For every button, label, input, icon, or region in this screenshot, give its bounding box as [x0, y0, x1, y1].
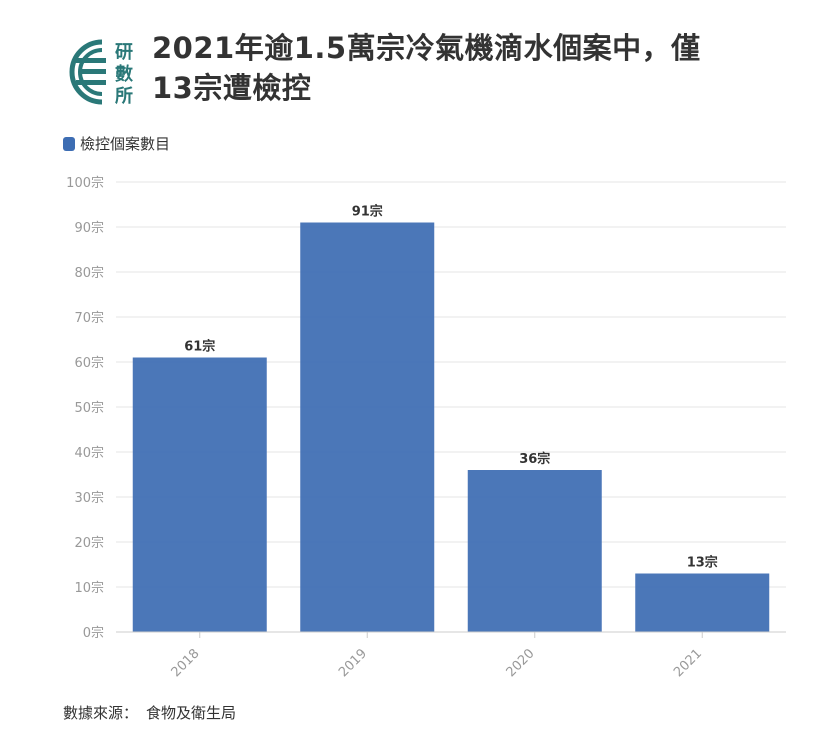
logo-mark: 研 數 所 [69, 39, 133, 107]
y-tick-label: 80宗 [74, 265, 104, 281]
legend[interactable]: 檢控個案數目 [63, 133, 170, 154]
bar [635, 573, 770, 632]
x-tick-label: 2021 [671, 646, 705, 680]
y-tick-label: 20宗 [74, 535, 104, 551]
y-tick-label: 90宗 [74, 220, 104, 236]
y-tick-label: 0宗 [83, 625, 104, 641]
logo: 研 數 所 [66, 36, 146, 108]
bar [467, 470, 602, 632]
source-label: 數據來源： [63, 704, 139, 722]
logo-char-3: 所 [115, 86, 133, 107]
x-tick-label: 2019 [336, 646, 370, 680]
title-line-2: 13宗遭檢控 [152, 71, 312, 105]
x-tick-label: 2018 [169, 646, 203, 680]
data-label: 91宗 [352, 204, 383, 220]
source-note: 數據來源： 食物及衛生局 [63, 702, 236, 723]
legend-swatch [63, 136, 75, 151]
title-line-1: 2021年逾1.5萬宗冷氣機滴水個案中，僅 [152, 31, 701, 65]
legend-label: 檢控個案數目 [80, 135, 171, 153]
logo-char-1: 研 [115, 42, 133, 63]
source-value: 食物及衛生局 [146, 704, 237, 722]
data-label: 36宗 [519, 451, 550, 467]
y-tick-label: 40宗 [74, 445, 104, 461]
y-tick-label: 100宗 [66, 175, 104, 191]
y-tick-label: 70宗 [74, 310, 104, 326]
y-tick-label: 10宗 [74, 580, 104, 596]
y-tick-label: 60宗 [74, 355, 104, 371]
logo-char-2: 數 [115, 64, 133, 85]
data-label: 13宗 [687, 555, 718, 571]
x-tick-label: 2020 [504, 646, 538, 680]
y-tick-label: 30宗 [74, 490, 104, 506]
chart-title: 2021年逾1.5萬宗冷氣機滴水個案中，僅 13宗遭檢控 [152, 28, 802, 108]
y-tick-label: 50宗 [74, 400, 104, 416]
bar [132, 357, 267, 632]
data-label: 61宗 [184, 339, 215, 355]
bar [300, 222, 435, 632]
